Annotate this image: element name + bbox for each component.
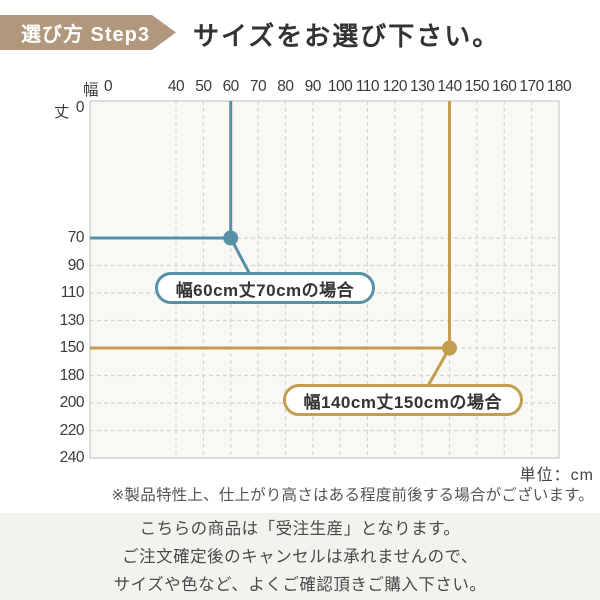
unit-label: 単位：cm bbox=[519, 467, 594, 484]
x-tick-label: 80 bbox=[277, 78, 294, 95]
y-tick-label: 0 bbox=[75, 99, 85, 116]
x-axis-name: 幅 bbox=[83, 82, 99, 99]
tolerance-note: ※製品特性上、仕上がり高さはある程度前後する場合がございます。 bbox=[111, 487, 594, 504]
y-tick-label: 130 bbox=[59, 311, 85, 329]
x-tick-label: 150 bbox=[464, 78, 490, 95]
x-tick-label: 40 bbox=[167, 78, 185, 95]
order-notice: こちらの商品は「受注生産」となります。 ご注文確定後のキャンセルは承れませんので… bbox=[0, 513, 600, 600]
size-example-callout: 幅60cm丈70cmの場合 bbox=[154, 272, 376, 304]
y-tick-label: 70 bbox=[67, 229, 85, 246]
y-tick-label: 180 bbox=[59, 366, 85, 384]
x-tick-label: 120 bbox=[382, 78, 408, 95]
highlight-dot bbox=[442, 340, 457, 356]
x-tick-label: 140 bbox=[437, 78, 462, 95]
page-title: サイズをお選び下さい。 bbox=[193, 21, 501, 51]
order-notice-line: サイズや色など、よくご確認頂きご購入下さい。 bbox=[113, 575, 487, 594]
step-badge: 選び方 Step3 bbox=[0, 15, 176, 50]
x-tick-label: 160 bbox=[492, 78, 517, 95]
size-example-callout: 幅140cm丈150cmの場合 bbox=[282, 384, 523, 416]
x-tick-label: 110 bbox=[355, 78, 380, 95]
x-tick-label: 180 bbox=[546, 78, 572, 95]
y-tick-label: 90 bbox=[67, 256, 85, 274]
y-tick-label: 200 bbox=[59, 394, 85, 411]
y-tick-label: 220 bbox=[59, 421, 85, 439]
size-chart: 幅60cm丈70cmの場合幅140cm丈150cmの場合 0 40 50 60 70 80 9… bbox=[54, 78, 572, 466]
order-notice-line: ご注文確定後のキャンセルは承れませんので、 bbox=[122, 547, 478, 566]
highlight-dot bbox=[223, 230, 239, 246]
y-axis-name: 丈 bbox=[54, 104, 70, 121]
x-tick-label: 0 bbox=[103, 78, 113, 95]
x-tick-label: 70 bbox=[249, 78, 267, 95]
x-tick-label: 50 bbox=[195, 78, 212, 95]
step-badge-label: 選び方 Step3 bbox=[21, 24, 151, 46]
x-tick-label: 60 bbox=[222, 78, 240, 95]
x-tick-label: 170 bbox=[519, 78, 544, 95]
y-tick-label: 150 bbox=[59, 339, 85, 356]
y-tick-label: 110 bbox=[60, 284, 85, 301]
order-notice-line: こちらの商品は「受注生産」となります。 bbox=[139, 519, 461, 538]
x-tick-label: 130 bbox=[409, 78, 435, 95]
y-tick-label: 240 bbox=[59, 449, 85, 466]
x-tick-label: 100 bbox=[327, 78, 353, 95]
x-tick-label: 90 bbox=[304, 78, 322, 95]
